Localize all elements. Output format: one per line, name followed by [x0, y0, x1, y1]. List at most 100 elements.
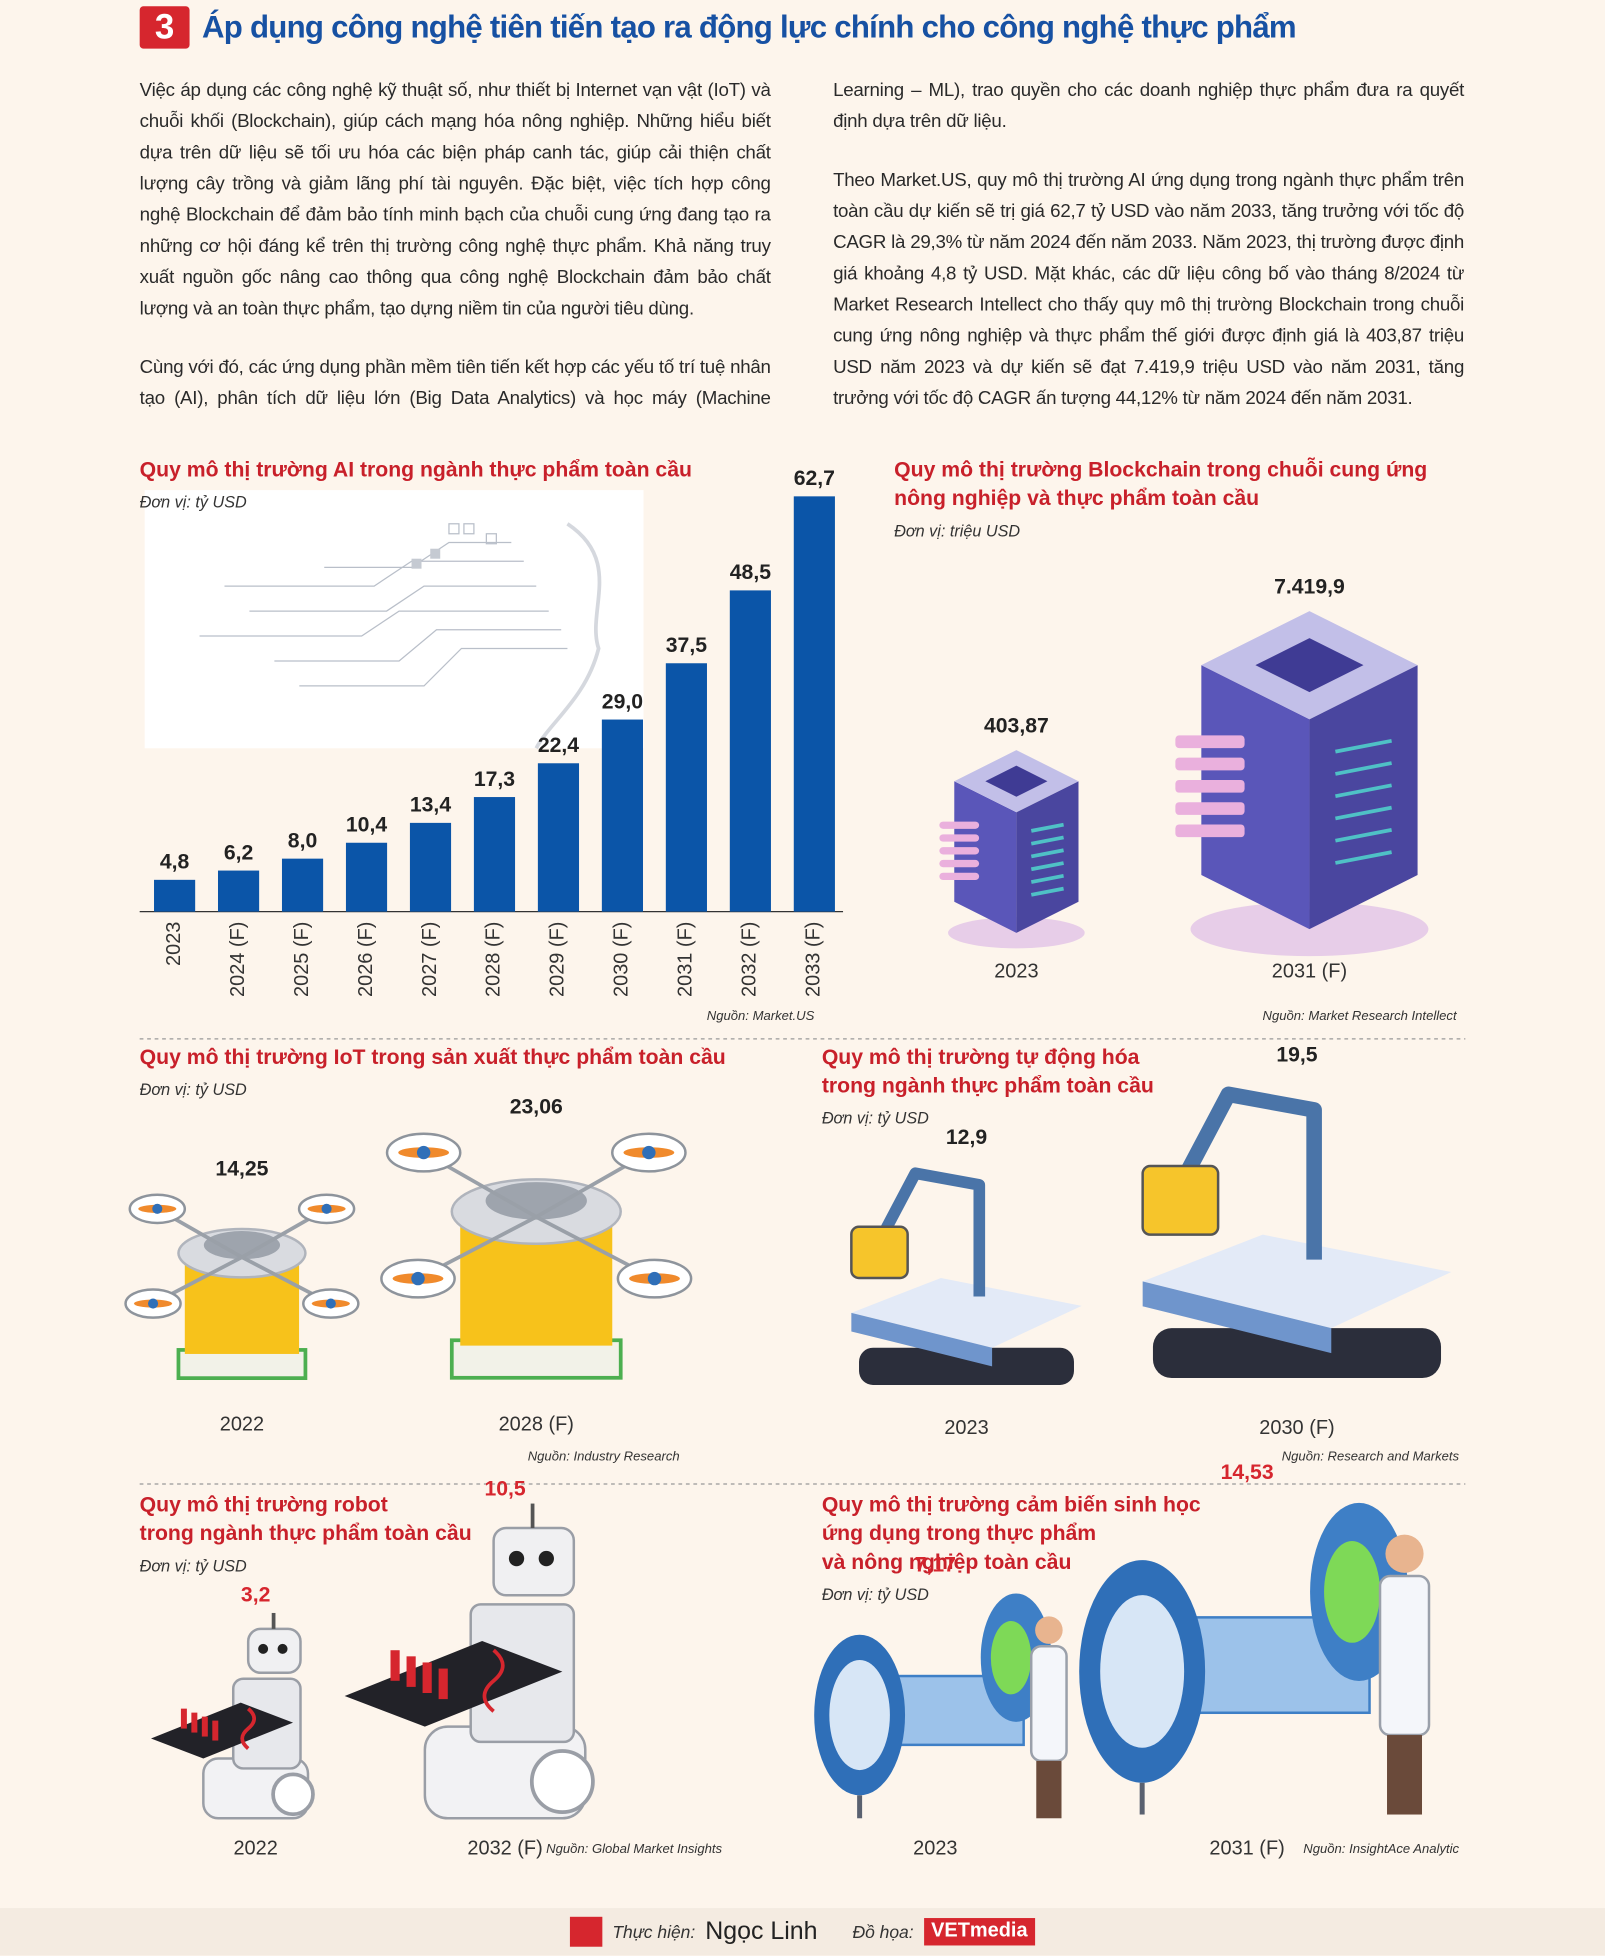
stripe	[1175, 779, 1245, 793]
screen	[990, 1620, 1032, 1695]
shape	[985, 765, 1048, 797]
category-label: 2030 (F)	[1259, 1417, 1334, 1439]
gripper	[1141, 1164, 1220, 1236]
footer: Thực hiện: Ngọc Linh Đồ họa: VETmedia	[0, 1908, 1605, 1956]
value-label: 12,9	[946, 1126, 987, 1149]
coat	[1378, 1574, 1431, 1737]
tube	[390, 1650, 400, 1681]
tube	[201, 1716, 208, 1737]
table	[344, 1641, 563, 1727]
eye	[258, 1643, 269, 1654]
x-tick-label: 2032 (F)	[739, 922, 761, 997]
hub	[647, 1271, 662, 1286]
stripe	[939, 834, 980, 842]
chart-source: Nguồn: Market.US	[707, 1008, 815, 1023]
pictorial-mark	[344, 1503, 595, 1820]
paragraph: Việc áp dụng các công nghệ kỹ thuật số, …	[139, 79, 771, 320]
value-label: 10,5	[484, 1477, 525, 1500]
dna	[482, 1648, 505, 1713]
pictorial-mark	[151, 1612, 315, 1820]
tube	[180, 1708, 187, 1729]
author: Ngọc Linh	[705, 1917, 818, 1945]
pictorial-mark	[939, 750, 1085, 949]
pictorial-mark	[380, 1132, 693, 1380]
value-label: 3,2	[241, 1583, 270, 1606]
category-label: 2028 (F)	[499, 1413, 574, 1435]
value-label: 10,4	[346, 814, 387, 837]
value-label: 23,06	[510, 1096, 563, 1119]
hub	[325, 1298, 336, 1309]
bar	[601, 719, 644, 912]
value-label: 6,2	[224, 841, 253, 864]
category-label: 2023	[994, 961, 1038, 983]
dna	[240, 1707, 257, 1750]
chassis-side	[1142, 1281, 1332, 1354]
stripe	[939, 847, 980, 855]
table	[151, 1702, 294, 1759]
chart-source: Nguồn: InsightAce Analytic	[1303, 1841, 1459, 1856]
tube	[422, 1662, 432, 1694]
stripe	[939, 821, 980, 829]
pattern	[1335, 850, 1392, 865]
pattern	[1030, 835, 1064, 846]
legs	[1036, 1760, 1062, 1819]
disc-top	[203, 1231, 281, 1260]
value-label: 14,53	[1221, 1461, 1274, 1484]
tube	[438, 1668, 448, 1700]
gripper	[850, 1225, 909, 1280]
graphics-logo: VETmedia	[923, 1918, 1036, 1946]
hub	[416, 1145, 431, 1160]
chassis-top	[851, 1277, 1082, 1348]
box	[176, 1348, 308, 1381]
chart-source: Nguồn: Market Research Intellect	[1263, 1008, 1458, 1023]
pattern	[1030, 822, 1064, 833]
chart-title: và nông nghiệp toàn cầu	[822, 1551, 1072, 1574]
value-label: 48,5	[730, 561, 771, 584]
scanner-ring	[829, 1659, 890, 1771]
value-label: 14,25	[215, 1157, 268, 1180]
chart-unit: Đơn vị: tỷ USD	[822, 1110, 929, 1128]
bar	[537, 763, 580, 912]
pictorial-mark	[1079, 1502, 1431, 1815]
legs	[1387, 1735, 1423, 1815]
bar	[217, 870, 260, 912]
charts: Quy mô thị trường AI trong ngành thực ph…	[124, 456, 1466, 1859]
shape	[1201, 665, 1310, 930]
x-tick-label: 2026 (F)	[355, 922, 377, 997]
author-label: Thực hiện:	[612, 1921, 696, 1942]
value-label: 7,17	[915, 1553, 956, 1576]
wheel	[271, 1772, 315, 1817]
chart-title: Quy mô thị trường Blockchain trong chuỗi…	[894, 456, 1427, 481]
chart-title: ứng dụng trong thực phẩm	[822, 1522, 1096, 1545]
stripe	[1175, 802, 1245, 815]
pictorial-mark	[1141, 1086, 1452, 1379]
track	[859, 1347, 1074, 1385]
tube	[406, 1656, 416, 1687]
bar	[665, 663, 707, 912]
bar	[281, 858, 324, 912]
bar	[154, 879, 196, 912]
arm	[1180, 1086, 1322, 1260]
tube	[212, 1720, 219, 1741]
wheel	[529, 1749, 595, 1815]
author-icon	[569, 1916, 603, 1947]
paragraph: Cùng với đó, các ứng dụng phần mềm tiên …	[139, 79, 1465, 410]
value-label: 8,0	[288, 829, 317, 852]
chassis-side	[851, 1312, 993, 1367]
article-text: Việc áp dụng các công nghệ kỹ thuật số, …	[139, 75, 1465, 432]
arm	[879, 1167, 986, 1297]
bar	[729, 590, 771, 912]
head	[1035, 1616, 1063, 1644]
chart-source: Nguồn: Industry Research	[528, 1448, 680, 1463]
chart-title: Quy mô thị trường AI trong ngành thực ph…	[140, 458, 692, 481]
category-label: 2022	[233, 1837, 277, 1859]
category-label: 2031 (F)	[1209, 1837, 1284, 1859]
pictorial-mark	[850, 1167, 1082, 1385]
x-tick-label: 2023	[163, 922, 185, 966]
x-tick-label: 2030 (F)	[611, 922, 633, 997]
shape	[1255, 638, 1364, 693]
value-label: 7.419,9	[1274, 576, 1345, 599]
pictorial-mark	[814, 1593, 1068, 1819]
track	[1152, 1328, 1442, 1379]
